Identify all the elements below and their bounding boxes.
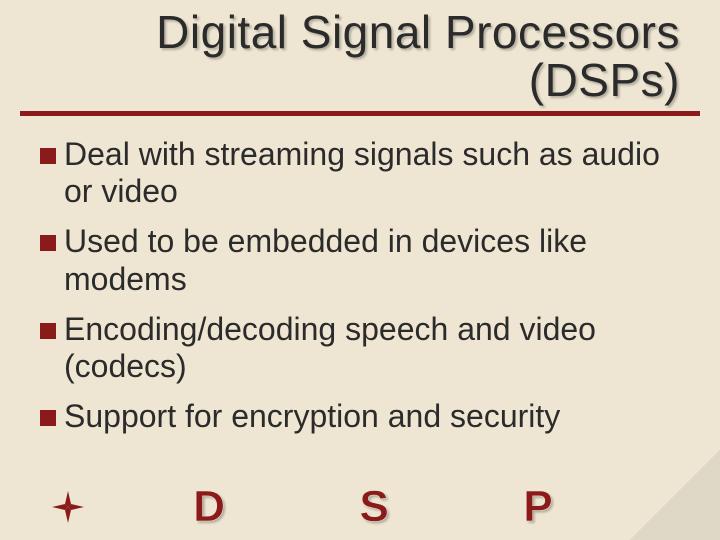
square-bullet-icon [40,410,56,426]
square-bullet-icon [40,323,56,339]
bullet-list: Deal with streaming signals such as audi… [0,116,720,436]
bullet-text: Deal with streaming signals such as audi… [64,136,680,212]
slide-title: Digital Signal Processors (DSPs) [0,0,720,105]
title-line-2: (DSPs) [80,56,680,104]
square-bullet-icon [40,148,56,164]
footer-letter-s: S [360,482,389,532]
list-item: Used to be embedded in devices like mode… [40,223,680,299]
bullet-text: Support for encryption and security [64,398,560,436]
bullet-text: Encoding/decoding speech and video (code… [64,311,680,387]
list-item: Deal with streaming signals such as audi… [40,136,680,212]
list-item: Encoding/decoding speech and video (code… [40,311,680,387]
compass-icon [50,489,86,525]
square-bullet-icon [40,235,56,251]
slide-footer: D S P [0,482,720,532]
title-line-1: Digital Signal Processors [80,8,680,56]
bullet-text: Used to be embedded in devices like mode… [64,223,680,299]
footer-letter-d: D [193,482,225,532]
footer-letter-p: P [523,482,552,532]
list-item: Support for encryption and security [40,398,680,436]
footer-letters: D S P [126,482,680,532]
